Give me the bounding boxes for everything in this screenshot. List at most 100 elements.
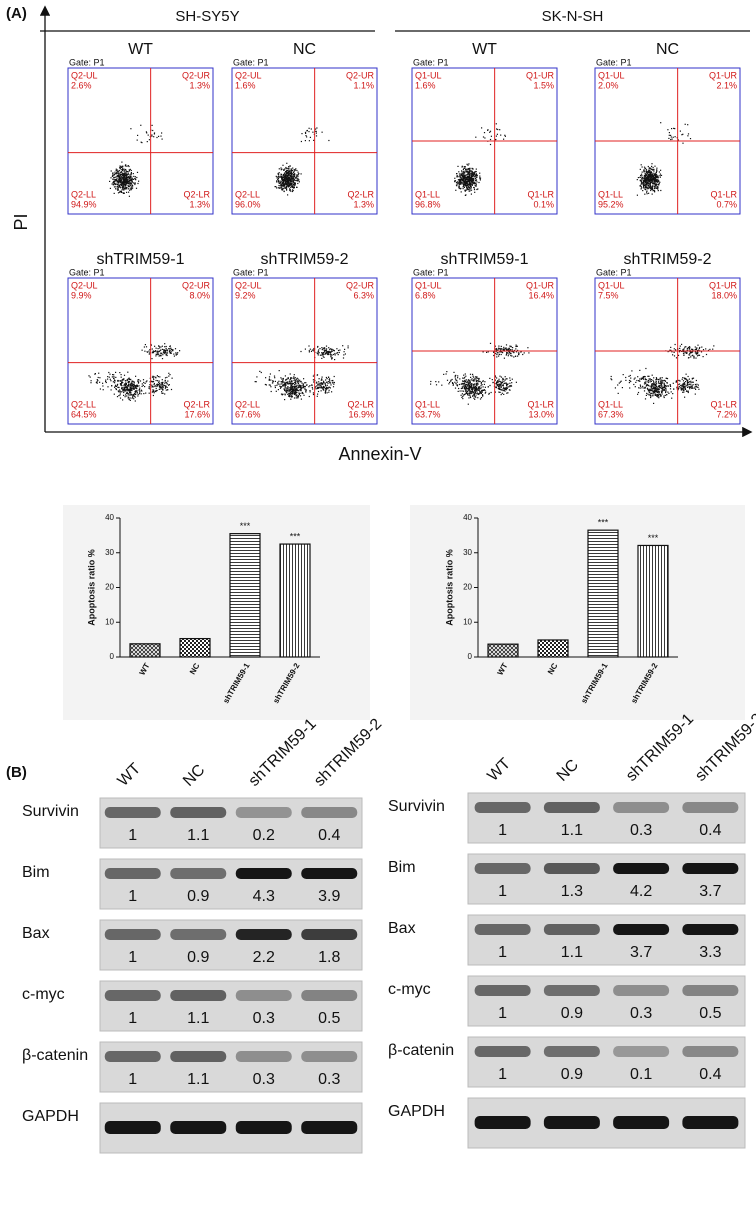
event-dot <box>287 182 289 184</box>
event-dot <box>629 374 631 377</box>
event-dot <box>475 394 477 396</box>
event-dot <box>500 376 502 378</box>
event-dot <box>478 386 480 388</box>
event-dot <box>645 184 647 186</box>
event-dot <box>126 389 128 392</box>
event-dot <box>117 175 119 177</box>
event-dot <box>658 171 660 173</box>
event-dot <box>462 168 464 171</box>
event-dot <box>157 348 159 350</box>
quantification: 0.1 <box>630 1066 652 1083</box>
event-dot <box>464 379 466 381</box>
event-dot <box>460 387 462 390</box>
event-dot <box>663 389 665 392</box>
event-dot <box>129 389 131 391</box>
event-dot <box>329 382 331 384</box>
event-dot <box>690 386 692 388</box>
event-dot <box>515 344 517 346</box>
event-dot <box>470 185 472 187</box>
event-dot <box>482 386 484 388</box>
event-dot <box>286 391 288 393</box>
event-dot <box>640 188 642 190</box>
event-dot <box>123 391 125 394</box>
event-dot <box>666 378 669 380</box>
event-dot <box>647 177 649 179</box>
event-dot <box>128 186 130 188</box>
event-dot <box>458 182 460 184</box>
event-dot <box>317 352 319 355</box>
event-dot <box>663 383 665 385</box>
event-dot <box>465 387 467 389</box>
event-dot <box>276 384 278 386</box>
event-dot <box>164 382 166 384</box>
event-dot <box>621 387 623 389</box>
event-dot <box>518 353 520 355</box>
y-tick-label: 10 <box>105 617 114 626</box>
event-dot <box>155 387 157 390</box>
event-dot <box>472 172 474 175</box>
event-dot <box>463 171 465 173</box>
event-dot <box>629 387 631 389</box>
event-dot <box>113 379 116 381</box>
event-dot <box>641 178 643 180</box>
event-dot <box>461 177 463 179</box>
event-dot <box>124 187 126 189</box>
event-dot <box>503 393 505 395</box>
event-dot <box>295 391 297 393</box>
event-dot <box>499 380 501 383</box>
event-dot <box>117 383 119 385</box>
event-dot <box>502 385 504 387</box>
event-dot <box>116 177 118 179</box>
event-dot <box>290 388 292 390</box>
event-dot <box>134 390 136 393</box>
event-dot <box>475 183 477 185</box>
bar <box>129 643 161 658</box>
event-dot <box>117 172 119 174</box>
event-dot <box>302 392 304 395</box>
event-dot <box>667 385 669 387</box>
event-dot <box>470 176 473 178</box>
event-dot <box>694 349 696 351</box>
event-dot <box>291 173 293 176</box>
event-dot <box>480 385 482 387</box>
event-dot <box>468 387 470 389</box>
event-dot <box>465 389 467 391</box>
event-dot <box>647 393 649 395</box>
event-dot <box>509 377 511 379</box>
event-dot <box>640 187 643 189</box>
event-dot <box>645 379 648 381</box>
event-dot <box>153 136 155 138</box>
event-dot <box>473 395 475 397</box>
event-dot <box>695 388 697 390</box>
bar <box>537 639 569 658</box>
blot-strip <box>99 858 363 910</box>
event-dot <box>102 385 104 387</box>
event-dot <box>680 387 682 389</box>
event-dot <box>482 351 484 353</box>
event-dot <box>497 380 499 382</box>
event-dot <box>291 173 293 175</box>
event-dot <box>682 133 684 135</box>
event-dot <box>292 385 294 387</box>
event-dot <box>648 176 650 178</box>
event-dot <box>685 373 687 375</box>
event-dot <box>643 179 645 181</box>
event-dot <box>659 394 662 396</box>
event-dot <box>461 386 463 388</box>
event-dot <box>125 174 127 176</box>
event-dot <box>280 383 282 385</box>
event-dot <box>284 399 286 401</box>
event-dot <box>94 373 96 375</box>
event-dot <box>696 386 698 388</box>
event-dot <box>506 386 508 388</box>
event-dot <box>620 380 622 382</box>
event-dot <box>460 179 462 181</box>
event-dot <box>291 177 293 179</box>
event-dot <box>126 392 128 394</box>
event-dot <box>467 392 469 394</box>
event-dot <box>690 356 692 358</box>
event-dot <box>670 138 672 141</box>
event-dot <box>500 353 502 356</box>
event-dot <box>643 170 645 172</box>
event-dot <box>654 181 656 183</box>
